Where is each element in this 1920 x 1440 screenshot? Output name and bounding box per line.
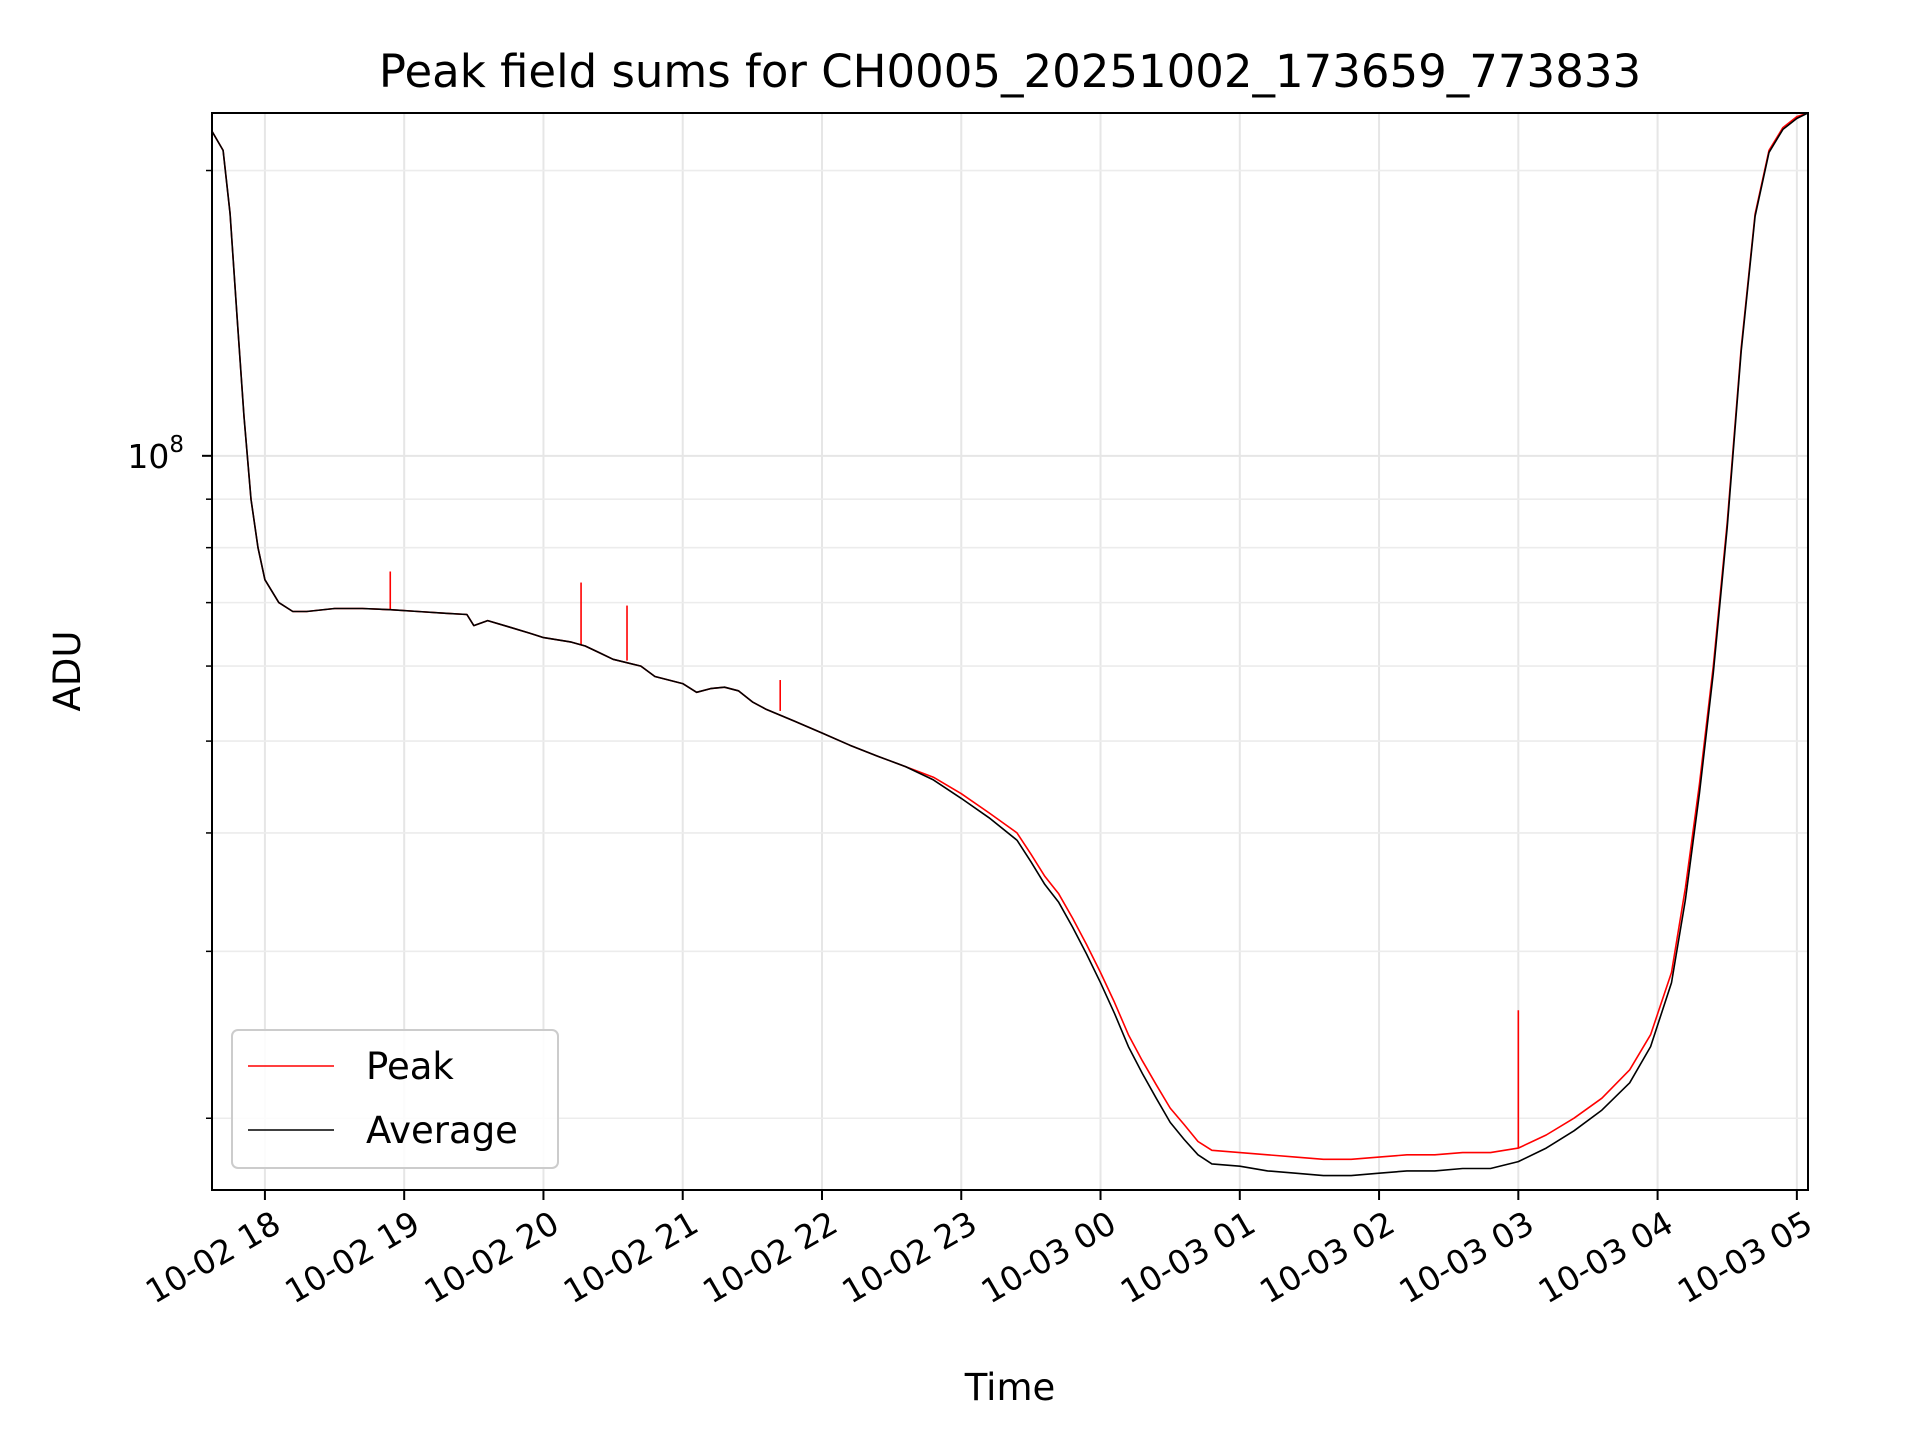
chart-title: Peak field sums for CH0005_20251002_1736… xyxy=(379,45,1641,98)
y-tick-label: 108 xyxy=(127,432,184,476)
legend-average-label: Average xyxy=(366,1109,518,1152)
x-axis-label: Time xyxy=(964,1366,1056,1409)
series-layer xyxy=(212,113,1808,1177)
series-line-average xyxy=(212,113,1808,1177)
y-axis-label: ADU xyxy=(46,631,89,712)
plot-frame xyxy=(211,112,1809,1191)
legend: Peak Average xyxy=(231,1029,559,1169)
y-tick-label-base: 10 xyxy=(127,437,169,476)
y-tick-label-exponent: 8 xyxy=(169,432,184,458)
legend-peak-label: Peak xyxy=(366,1045,454,1088)
grid xyxy=(212,113,1808,1190)
legend-box xyxy=(231,1029,559,1169)
